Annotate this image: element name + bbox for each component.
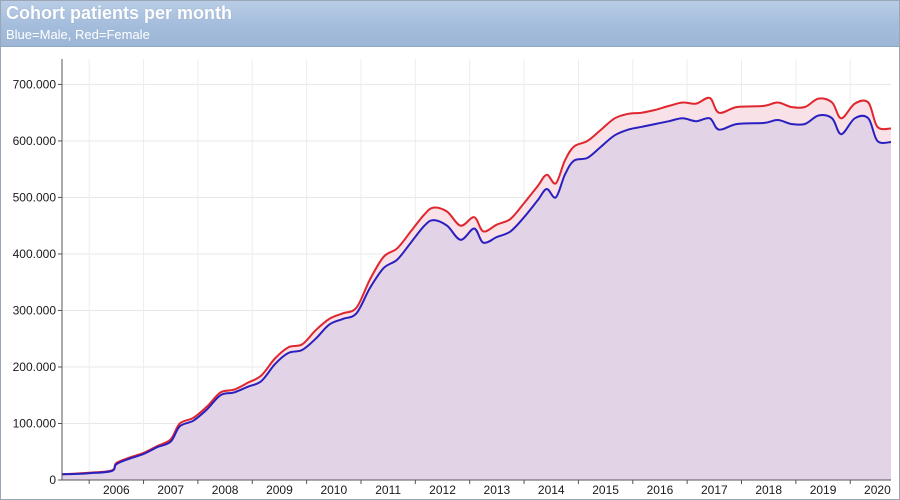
y-tick-label: 100.000 bbox=[13, 416, 57, 430]
y-tick-label: 400.000 bbox=[13, 247, 57, 261]
female-line bbox=[61, 96, 892, 476]
x-tick-label: 2019 bbox=[810, 483, 837, 497]
x-tick-label: 2006 bbox=[103, 483, 130, 497]
chart-header: Cohort patients per month Blue=Male, Red… bbox=[1, 1, 899, 47]
y-tick-label: 500.000 bbox=[13, 190, 57, 204]
male-area bbox=[62, 115, 891, 481]
x-tick-label: 2010 bbox=[320, 483, 347, 497]
y-tick-label: 600.000 bbox=[13, 134, 57, 148]
x-tick-label: 2020 bbox=[864, 483, 891, 497]
y-tick-label: 0 bbox=[49, 473, 56, 487]
x-tick-label: 2015 bbox=[592, 483, 619, 497]
chart-title: Cohort patients per month bbox=[6, 3, 232, 23]
x-tick-label: 2009 bbox=[266, 483, 293, 497]
x-tick-label: 2011 bbox=[375, 483, 401, 497]
male-line bbox=[61, 114, 892, 476]
x-tick-label: 2017 bbox=[701, 483, 728, 497]
x-tick-label: 2008 bbox=[212, 483, 239, 497]
x-tick-label: 2007 bbox=[157, 483, 184, 497]
axes: 0 100.000 200.000 300.000 400.000 500.000 600.… bbox=[13, 59, 891, 497]
y-tick-label: 300.000 bbox=[13, 303, 57, 317]
y-tick-label: 700.000 bbox=[13, 77, 57, 91]
series-lines bbox=[61, 96, 892, 476]
series-areas bbox=[62, 97, 891, 481]
chart-subtitle: Blue=Male, Red=Female bbox=[6, 27, 150, 42]
x-tick-label: 2012 bbox=[429, 483, 456, 497]
x-tick-label: 2016 bbox=[647, 483, 674, 497]
x-tick-label: 2013 bbox=[484, 483, 511, 497]
x-tick-label: 2014 bbox=[538, 483, 565, 497]
y-tick-label: 200.000 bbox=[13, 360, 57, 374]
x-tick-label: 2018 bbox=[755, 483, 782, 497]
